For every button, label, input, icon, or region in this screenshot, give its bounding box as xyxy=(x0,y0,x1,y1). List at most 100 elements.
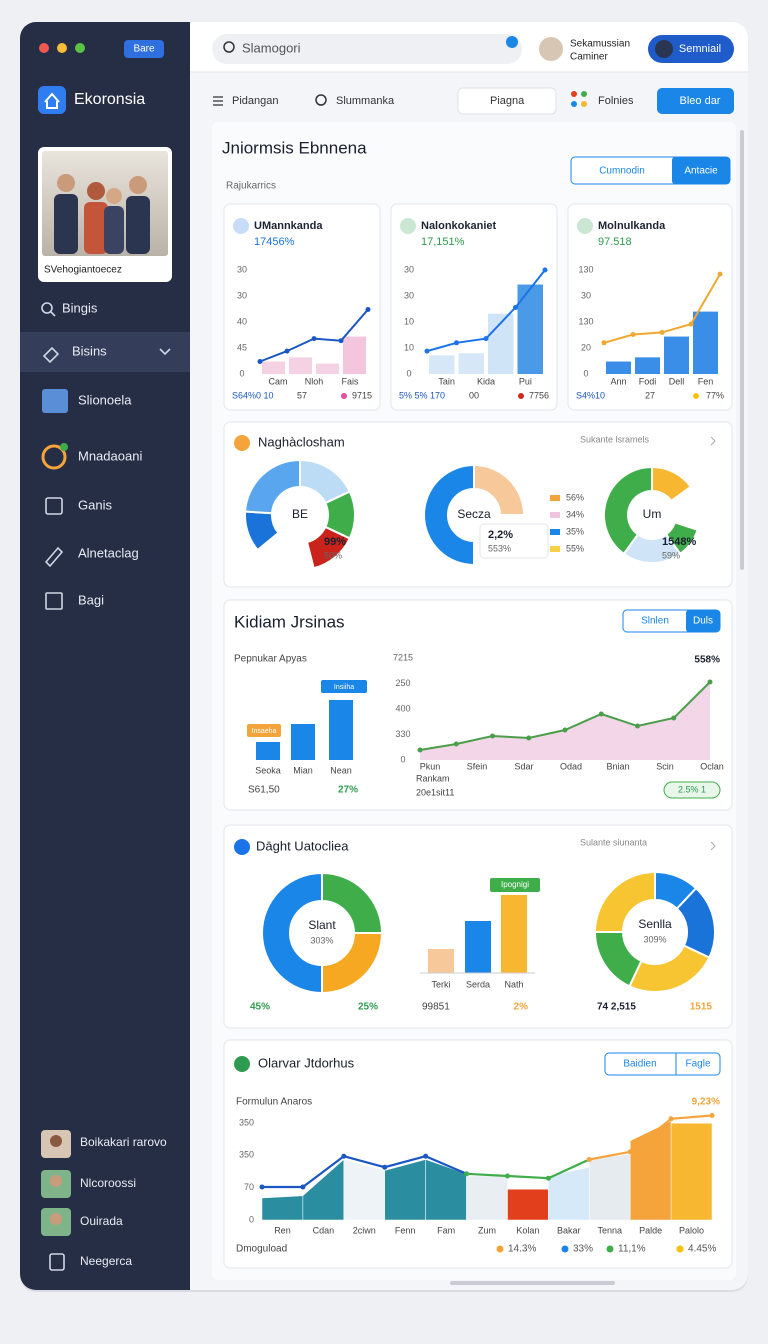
line-point xyxy=(688,321,694,327)
card-title: Olarvar Jtdorhus xyxy=(258,1055,355,1070)
y-tick-label: 70 xyxy=(244,1182,254,1192)
line-segment xyxy=(384,1155,426,1169)
legend-swatch xyxy=(550,512,560,518)
kpi-footer: S4%10 xyxy=(576,390,605,400)
donut-footer: 25% xyxy=(358,1002,378,1013)
bar xyxy=(291,724,315,760)
x-tick-label: Kida xyxy=(477,376,495,386)
toggle-option: Baidien xyxy=(623,1059,656,1070)
line-point xyxy=(513,304,518,310)
card-footer: Dmoguload xyxy=(236,1244,287,1255)
filter-icon xyxy=(571,91,587,107)
min-dot[interactable] xyxy=(57,43,67,53)
bar xyxy=(693,311,718,374)
home-glyph xyxy=(44,92,60,109)
line-segment xyxy=(425,1155,467,1175)
search-icon xyxy=(223,41,235,53)
card-icon xyxy=(234,839,250,855)
kpi-dot xyxy=(693,393,699,399)
person: Ouirada xyxy=(80,1214,123,1228)
donut-label: 59% xyxy=(662,550,680,560)
peak-label: 558% xyxy=(694,655,720,666)
badge[interactable] xyxy=(124,40,164,58)
line-point xyxy=(284,348,290,354)
bar xyxy=(465,921,491,973)
kpi-value: 17456% xyxy=(254,236,295,248)
toggle-3[interactable] xyxy=(604,1052,721,1076)
line-segment xyxy=(507,1174,549,1180)
legend-label: 33% xyxy=(573,1244,593,1255)
y-tick-label: 250 xyxy=(395,678,410,688)
bar-tag-label: Insiiha xyxy=(334,684,354,691)
legend-label: 56% xyxy=(566,492,584,502)
donut-footer: 74 2,515 xyxy=(597,1002,636,1013)
donut-label: 50% xyxy=(324,550,342,560)
toggle-option: Antacie xyxy=(684,166,718,177)
filter-label: Folnies xyxy=(598,95,634,107)
donut-center: Senlla xyxy=(638,917,672,931)
donut-label: 99% xyxy=(324,536,346,548)
button-avatar xyxy=(655,40,673,58)
y-tick-label: 40 xyxy=(237,316,247,326)
max-dot[interactable] xyxy=(75,43,85,53)
donut-center: 303% xyxy=(310,935,333,945)
select[interactable] xyxy=(457,87,557,115)
search-box[interactable] xyxy=(212,34,522,64)
card-icon xyxy=(234,435,250,451)
kpi-footer: 7756 xyxy=(529,390,549,400)
line-point xyxy=(311,336,317,342)
person: Nlcoroossi xyxy=(80,1176,136,1190)
card-note: Sulante siunanta xyxy=(580,837,647,847)
y-tick-label: 0 xyxy=(583,368,588,378)
bar-tag-label: Ipognigi xyxy=(501,880,529,889)
x-tick-label: Zum xyxy=(478,1225,496,1235)
nav-item: Bingis xyxy=(62,300,98,315)
y-tick-label: 45 xyxy=(237,342,247,352)
y-tick-label: 0 xyxy=(239,368,244,378)
x-tick-label: Sfein xyxy=(467,761,488,771)
x-tick-label: Cam xyxy=(268,376,287,386)
card-note: Sukante lsramels xyxy=(580,434,650,444)
y-tick-label: 0 xyxy=(400,754,405,764)
close-dot[interactable] xyxy=(39,43,49,53)
area-segment xyxy=(261,1195,304,1221)
line-point xyxy=(526,735,532,741)
kpi-icon xyxy=(233,218,249,234)
y-tick-label: 30 xyxy=(581,290,591,300)
kpi-footer: 77% xyxy=(706,390,724,400)
donut-center: Secza xyxy=(457,507,491,521)
line-point xyxy=(630,331,636,337)
select-label: Piagna xyxy=(490,95,525,107)
sidebar-footer: Neegerca xyxy=(80,1254,132,1268)
y-tick-label: 30 xyxy=(404,264,414,274)
x-tick-label: Ann xyxy=(610,376,626,386)
menu-label: Pidangan xyxy=(232,95,279,107)
avatars xyxy=(41,1130,71,1236)
line-point xyxy=(671,715,677,721)
line-point xyxy=(382,1164,388,1170)
y-tick-label: 30 xyxy=(237,290,247,300)
brand: Ekoronsia xyxy=(74,91,145,108)
line-point xyxy=(259,1184,265,1190)
x-tick-label: Nloh xyxy=(305,376,324,386)
x-tick-label: Ren xyxy=(274,1225,291,1235)
user-avatar[interactable] xyxy=(539,37,563,61)
line-segment xyxy=(547,1158,590,1180)
y-tick-label: 7215 xyxy=(393,652,413,662)
y-tick-label: 350 xyxy=(239,1150,254,1160)
card-title: Dāght Uatocliea xyxy=(256,838,349,853)
line-point xyxy=(424,348,430,354)
x-tick-label: 2ciwn xyxy=(353,1225,376,1235)
nav-item: Ganis xyxy=(78,497,112,512)
x-tick-label: Cdan xyxy=(313,1225,335,1235)
toggle-active[interactable] xyxy=(672,157,730,184)
line-point xyxy=(423,1153,429,1159)
toolbar-button[interactable] xyxy=(657,88,734,114)
mic-badge[interactable] xyxy=(506,36,518,48)
toggle-2-active[interactable] xyxy=(686,610,720,632)
badge-label: 2.5% 1 xyxy=(678,784,706,794)
line-point xyxy=(454,340,459,346)
line-segment xyxy=(466,1172,508,1178)
x-tick-label: Kolan xyxy=(516,1225,539,1235)
kpi-footer: 5% 5% 170 xyxy=(399,390,445,400)
